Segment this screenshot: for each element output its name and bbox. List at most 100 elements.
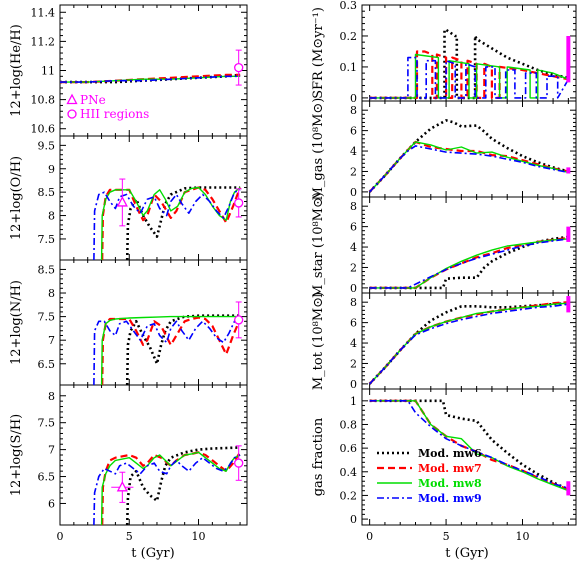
panel-frame-nh [59,259,248,386]
y-tick-label-sh: 8 [48,390,55,403]
observation-triangle-sh [116,480,128,492]
series-line-sh-mod-mw9 [93,454,241,525]
y-tick-label-mtot: 4 [350,337,357,350]
legend-marker-circle [67,109,77,119]
legend-label-mod-mw7: Mod. mw7 [418,462,482,475]
observation-triangle-oh [116,196,128,207]
series-line-gasfrac-mod-mw9 [369,399,569,490]
y-tick-label-oh: 7.5 [38,233,56,246]
y-tick-label-sh: 6 [48,497,55,510]
y-tick-label-mtot: 8 [350,296,357,309]
series-line-mgas-mod-mw9 [369,145,569,193]
y-tick-label-mgas: 4 [350,145,357,158]
x-tick-label-gasfrac: 10 [516,530,530,543]
series-group-nh [93,314,242,385]
y-tick-label-mgas: 6 [350,125,357,138]
legend-label-triangle: PNe [80,93,106,107]
series-group-heh [60,73,241,84]
series-line-oh-mod-mw6 [125,186,241,260]
axes-layer [59,4,577,526]
series-line-nh-mod-mw7 [101,316,242,385]
y-axis-label-nh: 12+log(N/H) [9,280,24,365]
y-tick-label-mstar: 2 [350,261,357,274]
y-tick-label-mstar: 0 [350,282,357,295]
y-tick-label-nh: 7.5 [38,311,56,324]
observation-circle-nh [234,315,244,325]
series-line-sfr-mod-mw7 [369,50,569,100]
y-axis-label-heh: 12+log(He/H) [9,24,24,117]
series-line-gasfrac-mod-mw8 [369,400,569,492]
series-line-oh-mod-mw9 [93,189,241,260]
legend-label-mod-mw6: Mod. mw6 [418,447,482,460]
y-tick-label-mgas: 2 [350,165,357,178]
y-tick-label-mtot: 0 [350,378,357,391]
series-line-heh-mod-mw9 [60,75,241,83]
series-group-mtot [368,301,569,385]
series-line-sh-mod-mw6 [125,446,241,525]
series-line-mtot-mod-mw8 [369,302,569,385]
series-line-nh-mod-mw8 [100,315,241,385]
series-group-oh [93,186,242,260]
y-tick-label-mtot: 2 [350,357,357,370]
x-tick-label-sh: 5 [126,530,133,543]
y-tick-label-heh: 11 [41,65,55,78]
legend-label-circle: HII regions [80,107,149,121]
series-line-sfr-mod-mw6 [369,28,569,100]
legend-marker-triangle [66,93,78,105]
y-tick-label-mtot: 6 [350,317,357,330]
series-line-gasfrac-mod-mw6 [369,399,569,491]
series-line-mtot-mod-mw7 [368,301,569,385]
y-tick-label-oh: 8.5 [38,186,56,199]
y-axis-label-gasfrac: gas fraction [311,417,326,496]
x-tick-label-gasfrac: 0 [366,530,373,543]
x-axis-label-left: t (Gyr) [131,546,174,561]
series-group-gasfrac [369,399,569,492]
y-tick-label-sfr: 0.1 [340,61,358,74]
panel-frame-gasfrac [361,388,577,526]
y-tick-label-mstar: 8 [350,200,357,213]
y-tick-label-sfr: 0.2 [340,30,358,43]
panel-frame-sh [59,384,248,526]
y-axis-label-mgas: M_gas (10⁸M⊙) [311,98,326,201]
y-tick-label-heh: 11.2 [31,35,56,48]
y-tick-label-oh: 9 [48,163,55,176]
y-axis-label-mtot: M_tot (10⁸M⊙) [311,292,326,390]
observation-circle-sh [234,458,244,468]
series-line-sfr-mod-mw9 [369,56,570,99]
series-line-mstar-mod-mw7 [369,236,569,289]
y-axis-label-sfr: SFR (M⊙yr⁻¹) [311,7,326,99]
y-tick-label-gasfrac: 0 [350,513,357,526]
legend-label-mod-mw9: Mod. mw9 [418,492,482,505]
series-line-mstar-mod-mw9 [369,238,569,289]
y-tick-label-heh: 11.4 [31,6,56,19]
x-axis-label-right: t (Gyr) [445,546,488,561]
y-tick-label-gasfrac: 0.8 [340,418,358,431]
series-group-mstar [369,235,569,290]
observation-circle-heh [234,62,244,73]
observation-circle-oh [234,198,244,208]
panel-frame-mgas [361,100,577,198]
series-line-nh-mod-mw9 [93,318,241,385]
legend-label-mod-mw8: Mod. mw8 [418,477,482,490]
y-tick-label-nh: 8 [48,287,55,300]
y-tick-label-sh: 7.5 [38,417,56,430]
y-axis-label-mstar: M_star (10⁸M⊙) [311,192,326,298]
series-line-sfr-mod-mw8 [369,53,569,99]
x-tick-label-gasfrac: 5 [443,530,450,543]
y-tick-label-nh: 8.5 [38,263,56,276]
y-tick-label-nh: 7 [48,334,55,347]
series-line-mgas-mod-mw6 [368,119,569,193]
series-line-mstar-mod-mw6 [369,235,569,290]
y-tick-label-gasfrac: 0.4 [340,466,358,479]
y-tick-label-gasfrac: 0.6 [340,442,358,455]
series-line-mtot-mod-mw9 [369,303,569,385]
y-tick-label-mstar: 4 [350,241,357,254]
series-line-nh-mod-mw6 [125,314,241,385]
series-line-mstar-mod-mw8 [369,238,569,289]
x-tick-label-sh: 10 [192,530,206,543]
y-tick-label-mstar: 6 [350,221,357,234]
y-tick-label-sfr: 0.3 [340,0,358,12]
y-tick-label-sh: 6.5 [38,471,56,484]
